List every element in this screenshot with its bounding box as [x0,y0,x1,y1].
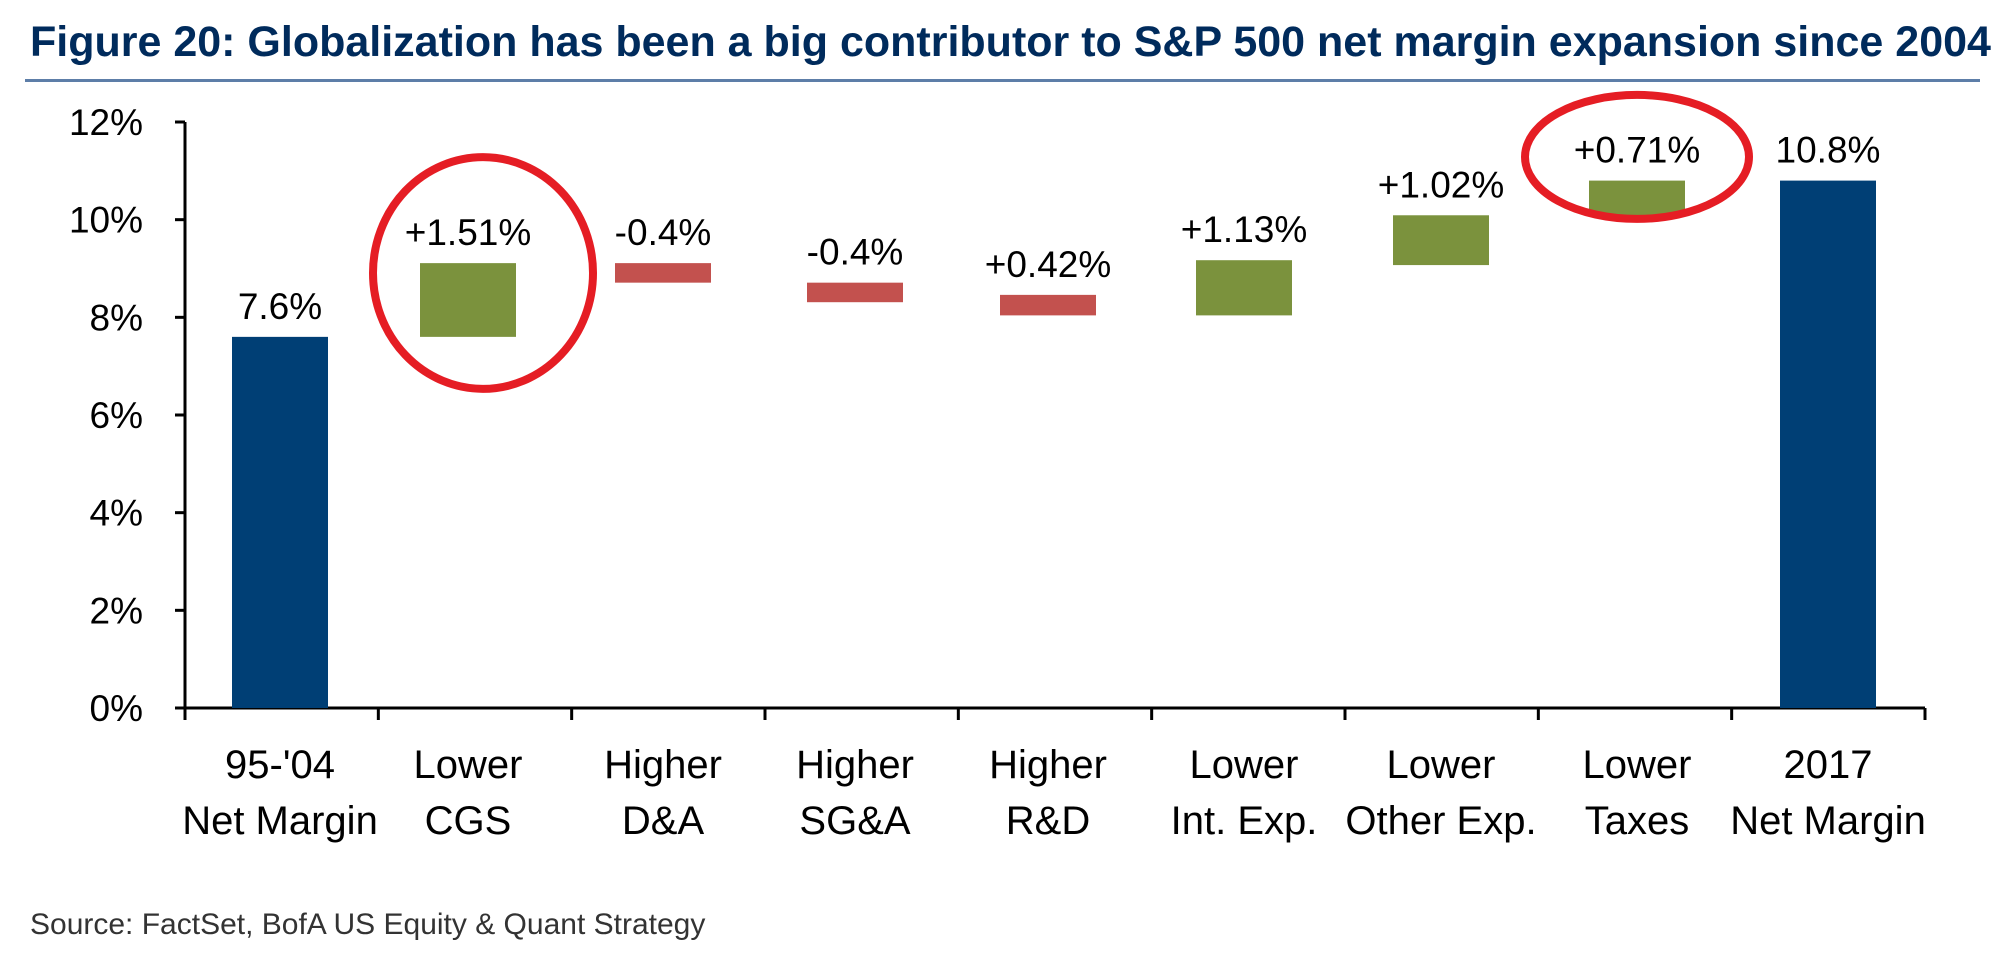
bar-increase [1196,260,1292,316]
y-tick-label: 4% [90,493,143,534]
bar-value-label: +1.13% [1181,209,1308,250]
bar-increase [420,263,516,337]
bar-value-label: +1.51% [405,212,532,253]
x-category-label: Higher [989,743,1107,787]
x-axis-labels: 95-'04 Net Margin Lower CGS Higher D&A Higher S… [182,743,1926,843]
bar-total [1780,180,1876,709]
bar-labels: 7.6% +1.51% -0.4% -0.4% +0.42% +1.13% +1.02% +0… [238,130,1881,327]
x-category-label: 2017 [1784,743,1873,787]
y-tick-label: 8% [90,297,143,338]
x-category-label: Other Exp. [1345,799,1536,843]
bar-decrease [615,263,711,283]
x-category-label: Higher [604,743,722,787]
bar-decrease [807,282,903,303]
bar-value-label: -0.4% [807,232,904,273]
bar-increase [1589,180,1685,216]
bar-value-label: -0.4% [615,212,712,253]
x-category-label: Lower [1583,743,1692,787]
x-category-label: Lower [1190,743,1299,787]
source-note: Source: FactSet, BofA US Equity & Quant … [30,908,706,941]
y-tick-label: 6% [90,395,143,436]
bar-increase [1393,215,1489,266]
bar-decrease [1000,294,1096,316]
x-category-label: Lower [1387,743,1496,787]
x-category-label: CGS [425,799,512,843]
bar-total [232,336,328,708]
y-axis: 0% 2% 4% 6% 8% 10% 12% [69,102,187,729]
bar-value-label: +0.71% [1574,130,1701,171]
y-tick-label: 12% [69,102,143,143]
highlights [369,90,1753,393]
x-category-label: Net Margin [182,799,378,843]
highlight-circle [369,153,597,393]
bars [232,180,1876,709]
x-category-label: 95-'04 [225,743,335,787]
waterfall-chart: 0% 2% 4% 6% 8% 10% 12% 7.6% +1.51% -0.4% -0.4% +0.… [69,90,1927,843]
title-divider [25,79,1980,82]
chart-title: Figure 20: Globalization has been a big … [30,18,1991,66]
x-category-label: D&A [622,799,705,843]
x-category-label: Lower [414,743,523,787]
y-tick-label: 2% [90,590,143,631]
x-category-label: Int. Exp. [1171,799,1318,843]
x-category-label: SG&A [799,799,910,843]
bar-value-label: 10.8% [1776,130,1881,171]
y-tick-label: 0% [90,688,143,729]
x-category-label: Higher [796,743,914,787]
bar-value-label: +0.42% [985,244,1112,285]
x-category-label: Net Margin [1730,799,1926,843]
x-category-label: Taxes [1585,799,1690,843]
highlight-circle [1521,90,1753,223]
x-axis [183,706,1927,720]
bar-value-label: +1.02% [1378,164,1505,205]
bar-value-label: 7.6% [238,286,322,327]
y-tick-label: 10% [69,200,143,241]
x-category-label: R&D [1006,799,1090,843]
